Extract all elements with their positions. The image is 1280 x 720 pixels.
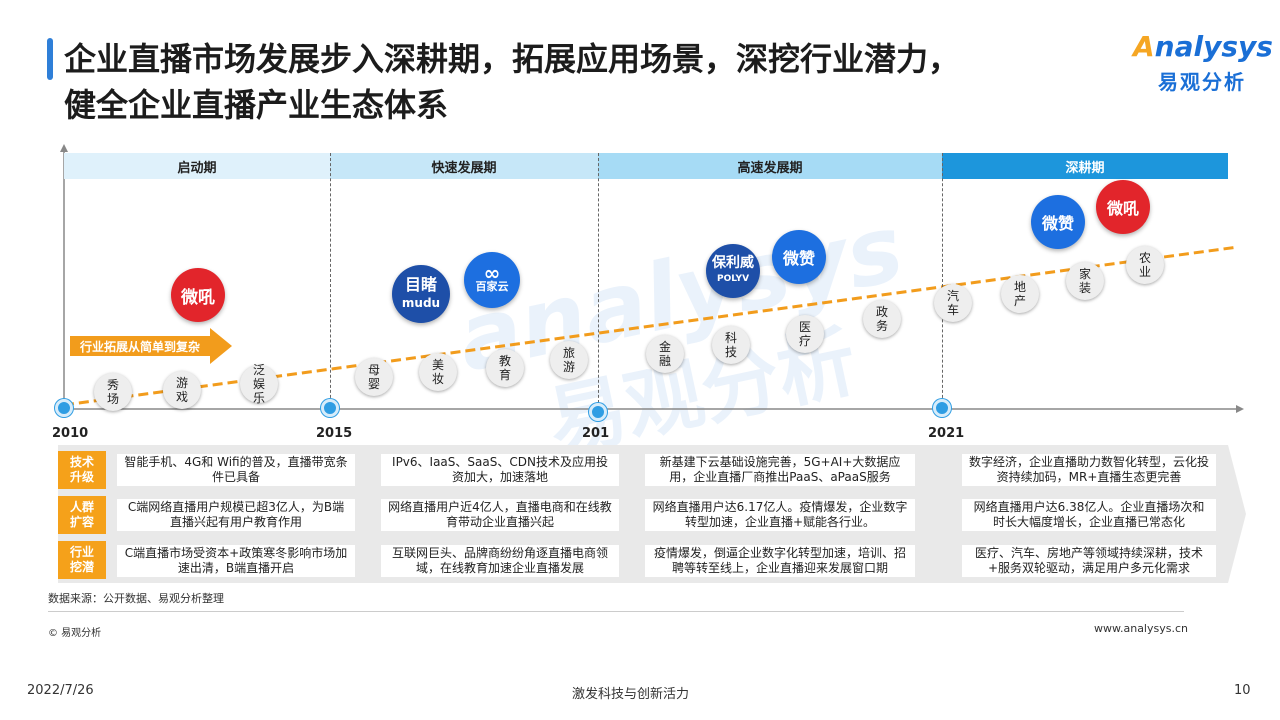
analysys-logo-cn: 易观分析 [1158,70,1246,94]
page-number: 10 [1234,683,1251,698]
phase-fast-growth: 快速发展期 [330,153,598,179]
weizan-logo: 微赞 [1031,195,1085,249]
polyv-logo: 保利威 POLYV [706,244,760,298]
industry-node: 游戏 [163,371,201,409]
page-title-line2: 健全企业直播产业生态体系 [64,86,449,124]
industry-node: 医疗 [786,315,824,353]
phase-divider [942,153,943,408]
info-band-arrowhead [1228,445,1246,583]
copyright: © 易观分析 [48,628,102,639]
industry-node: 家装 [1066,262,1104,300]
weizan-logo: 微赞 [772,230,826,284]
table-cell: 数字经济，企业直播助力数智化转型，云化投资持续加码，MR+直播生态更完善 [962,454,1216,486]
table-cell: C端直播市场受资本+政策寒冬影响市场加速出清，B端直播开启 [117,545,355,577]
data-source: 数据来源：公开数据、易观分析整理 [48,592,224,605]
table-cell: IPv6、IaaS、SaaS、CDN技术及应用投资加大，加速落地 [381,454,619,486]
year-label: 201 [582,426,610,441]
timeline-dot-2021 [933,399,951,417]
table-cell: 互联网巨头、品牌商纷纷角逐直播电商领域，在线教育加速企业直播发展 [381,545,619,577]
year-label: 2021 [928,426,965,441]
page-title-line1: 企业直播市场发展步入深耕期，拓展应用场景，深挖行业潜力， [64,40,961,78]
industry-node: 教育 [486,349,524,387]
timeline-dot-2015 [321,399,339,417]
industry-node: 农业 [1126,246,1164,284]
divider [48,611,1184,612]
phase-rapid-growth: 高速发展期 [598,153,942,179]
table-cell: 医疗、汽车、房地产等领域持续深耕，技术+服务双轮驱动，满足用户多元化需求 [962,545,1216,577]
industry-node: 科技 [712,326,750,364]
year-label: 2015 [316,426,353,441]
industry-node: 母婴 [355,358,393,396]
timeline-dot-2018 [589,403,607,421]
industry-node: 地产 [1001,275,1039,313]
phase-divider [330,153,331,408]
phase-divider [598,153,599,408]
row-label-industry: 行业 挖潜 [58,541,106,579]
phase-deep-cultivation: 深耕期 [942,153,1228,179]
table-cell: 疫情爆发，倒逼企业数字化转型加速，培训、招聘等转至线上，企业直播迎来发展窗口期 [645,545,915,577]
baijiayun-logo: ∞ 百家云 [464,252,520,308]
industry-node: 美妆 [419,353,457,391]
industry-expansion-arrow: 行业拓展从简单到复杂 [70,336,210,356]
website-link[interactable]: www.analysys.cn [1094,622,1188,635]
industry-node: 金融 [646,335,684,373]
table-cell: 网络直播用户达6.38亿人。企业直播场次和时长大幅度增长，企业直播已常态化 [962,499,1216,531]
x-axis-arrowhead [1236,405,1244,413]
title-accent-bar [47,38,53,80]
row-label-users: 人群 扩容 [58,496,106,534]
y-axis-arrowhead [60,144,68,152]
footer-slogan: 激发科技与创新活力 [572,687,690,702]
table-cell: 网络直播用户近4亿人，直播电商和在线教育带动企业直播兴起 [381,499,619,531]
timeline-dot-2010 [55,399,73,417]
industry-node: 泛娱乐 [240,363,278,405]
industry-node: 秀场 [94,373,132,411]
industry-node: 政务 [863,300,901,338]
table-cell: 智能手机、4G和 Wifi的普及，直播带宽条件已具备 [117,454,355,486]
analysys-logo: Analysys [1133,30,1273,63]
industry-node: 旅游 [550,341,588,379]
weihou-logo: 微吼 [1096,180,1150,234]
weihou-logo: 微吼 [171,268,225,322]
cloud-link-icon: ∞ [483,261,501,285]
mudu-logo: 目睹 mudu [392,265,450,323]
logo-initial: A [1133,30,1155,63]
phase-startup: 启动期 [64,153,330,179]
page-title: 企业直播市场发展步入深耕期，拓展应用场景，深挖行业潜力， 健全企业直播产业生态体… [64,36,960,128]
table-cell: 新基建下云基础设施完善，5G+AI+大数据应用，企业直播厂商推出PaaS、aPa… [645,454,915,486]
table-cell: 网络直播用户达6.17亿人。疫情爆发，企业数字转型加速，企业直播+赋能各行业。 [645,499,915,531]
row-label-tech: 技术 升级 [58,451,106,489]
industry-node: 汽车 [934,284,972,322]
year-label: 2010 [52,426,89,441]
footer-date: 2022/7/26 [27,683,94,698]
arrow-head [210,328,232,364]
table-cell: C端网络直播用户规模已超3亿人，为B端直播兴起有用户教育作用 [117,499,355,531]
